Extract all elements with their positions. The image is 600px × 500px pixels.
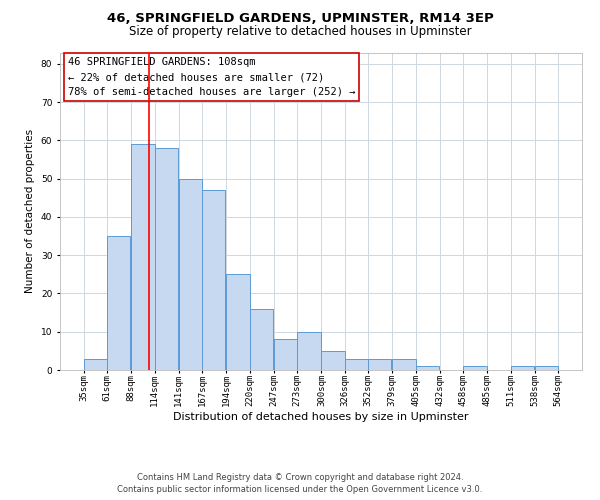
Y-axis label: Number of detached properties: Number of detached properties bbox=[25, 129, 35, 294]
Bar bbox=[202, 190, 226, 370]
Bar bbox=[511, 366, 534, 370]
Bar bbox=[131, 144, 155, 370]
Bar bbox=[535, 366, 558, 370]
Text: 46 SPRINGFIELD GARDENS: 108sqm
← 22% of detached houses are smaller (72)
78% of : 46 SPRINGFIELD GARDENS: 108sqm ← 22% of … bbox=[68, 58, 355, 97]
Bar bbox=[416, 366, 439, 370]
Text: 46, SPRINGFIELD GARDENS, UPMINSTER, RM14 3EP: 46, SPRINGFIELD GARDENS, UPMINSTER, RM14… bbox=[107, 12, 493, 26]
Bar bbox=[392, 358, 416, 370]
Text: Size of property relative to detached houses in Upminster: Size of property relative to detached ho… bbox=[128, 25, 472, 38]
Bar bbox=[274, 340, 297, 370]
Bar bbox=[368, 358, 391, 370]
Bar bbox=[345, 358, 368, 370]
Bar bbox=[84, 358, 107, 370]
Bar bbox=[107, 236, 130, 370]
Bar bbox=[155, 148, 178, 370]
Bar bbox=[322, 351, 345, 370]
Bar bbox=[463, 366, 487, 370]
Bar bbox=[250, 309, 273, 370]
Bar bbox=[297, 332, 320, 370]
Text: Contains HM Land Registry data © Crown copyright and database right 2024.
Contai: Contains HM Land Registry data © Crown c… bbox=[118, 472, 482, 494]
X-axis label: Distribution of detached houses by size in Upminster: Distribution of detached houses by size … bbox=[173, 412, 469, 422]
Bar bbox=[226, 274, 250, 370]
Bar bbox=[179, 178, 202, 370]
